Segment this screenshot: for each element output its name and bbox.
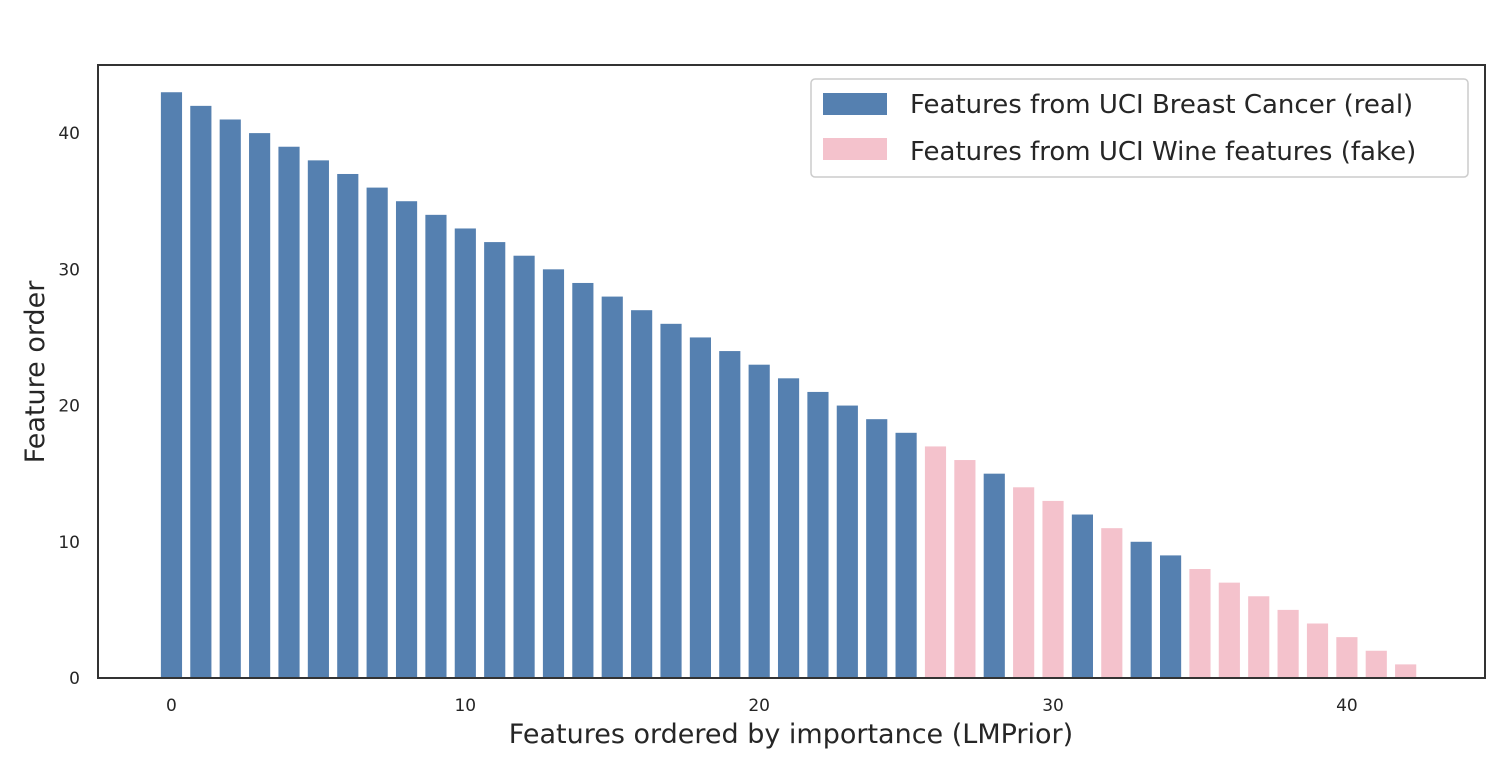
bar-real-31 <box>1071 514 1093 678</box>
bar-fake-38 <box>1277 609 1299 678</box>
bar-real-5 <box>307 160 329 679</box>
bar-real-13 <box>542 269 565 678</box>
bar-real-18 <box>689 337 711 678</box>
bar-fake-41 <box>1365 650 1387 678</box>
bar-fake-36 <box>1218 582 1240 678</box>
y-tick-label-20: 20 <box>58 397 80 417</box>
bar-real-19 <box>719 351 741 678</box>
bar-fake-26 <box>924 446 947 678</box>
bar-fake-29 <box>1013 487 1035 678</box>
bar-fake-40 <box>1336 637 1358 678</box>
bars-layer <box>160 92 1417 679</box>
bar-fake-30 <box>1042 500 1064 678</box>
bar-real-4 <box>278 146 300 679</box>
bar-real-8 <box>395 201 418 678</box>
legend-label-real: Features from UCI Breast Cancer (real) <box>910 90 1413 120</box>
bar-real-0 <box>160 92 183 679</box>
bar-real-7 <box>366 187 388 678</box>
x-tick-label-10: 10 <box>454 696 476 716</box>
x-tick-label-30: 30 <box>1042 696 1064 716</box>
bar-real-34 <box>1160 555 1182 678</box>
bar-real-21 <box>777 378 800 678</box>
x-tick-label-0: 0 <box>166 696 177 716</box>
y-tick-label-30: 30 <box>58 260 80 280</box>
x-tick-label-20: 20 <box>748 696 770 716</box>
legend: Features from UCI Breast Cancer (real) F… <box>810 78 1469 178</box>
y-axis-title: Feature order <box>20 280 51 464</box>
bar-real-1 <box>190 105 212 679</box>
bar-real-25 <box>895 432 917 678</box>
bar-real-2 <box>219 119 241 679</box>
y-tick-labels: 0 10 20 30 40 <box>58 124 80 689</box>
x-tick-label-40: 40 <box>1336 696 1358 716</box>
bar-fake-35 <box>1189 569 1211 678</box>
bar-real-22 <box>807 391 829 678</box>
legend-label-fake: Features from UCI Wine features (fake) <box>910 137 1416 167</box>
bar-real-23 <box>836 405 858 678</box>
bar-real-28 <box>983 473 1005 678</box>
bar-real-3 <box>249 133 271 679</box>
bar-fake-27 <box>954 460 976 678</box>
bar-real-15 <box>601 296 623 678</box>
x-tick-labels: 0 10 20 30 40 <box>166 696 1358 716</box>
legend-frame <box>810 78 1469 178</box>
legend-swatch-fake <box>823 138 887 160</box>
plot-frame <box>97 64 1486 679</box>
bar-real-16 <box>631 310 653 678</box>
y-tick-label-0: 0 <box>69 669 80 689</box>
bar-real-17 <box>660 323 682 678</box>
bar-fake-39 <box>1306 623 1329 678</box>
bar-fake-37 <box>1248 596 1270 678</box>
bar-real-12 <box>513 255 535 678</box>
x-axis-title: Features ordered by importance (LMPrior) <box>509 719 1073 750</box>
bar-real-20 <box>748 364 770 678</box>
bar-real-11 <box>484 242 506 678</box>
bar-real-14 <box>572 282 594 678</box>
bar-real-10 <box>454 228 476 678</box>
bar-real-33 <box>1130 541 1152 678</box>
y-tick-label-10: 10 <box>58 533 80 553</box>
bar-real-9 <box>425 214 447 678</box>
bar-fake-32 <box>1101 528 1123 678</box>
bar-real-6 <box>337 173 359 679</box>
bar-fake-42 <box>1395 664 1417 678</box>
legend-swatch-real <box>823 93 887 115</box>
y-tick-label-40: 40 <box>58 124 80 144</box>
bar-real-24 <box>866 419 888 678</box>
